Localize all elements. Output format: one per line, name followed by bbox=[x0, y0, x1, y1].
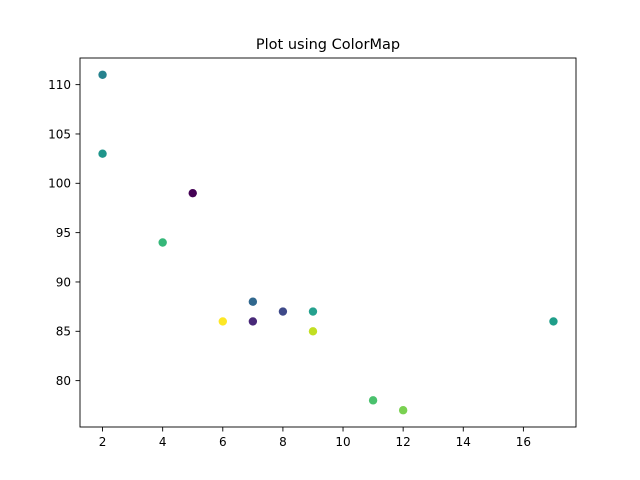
data-point bbox=[98, 70, 107, 79]
y-tick-label: 85 bbox=[56, 325, 71, 339]
data-point bbox=[308, 307, 318, 316]
y-tick-label: 110 bbox=[48, 78, 71, 92]
y-tick-label: 90 bbox=[56, 275, 71, 289]
plot-frame bbox=[79, 57, 577, 428]
data-point bbox=[248, 297, 258, 306]
y-tick-label: 95 bbox=[56, 226, 71, 240]
x-tick-label: 8 bbox=[279, 435, 287, 449]
data-point bbox=[549, 317, 558, 326]
data-point bbox=[218, 317, 227, 326]
data-point bbox=[158, 238, 167, 247]
y-tick-label: 105 bbox=[48, 127, 71, 141]
x-tick-label: 14 bbox=[456, 435, 471, 449]
data-point bbox=[188, 188, 197, 198]
x-tick-label: 6 bbox=[219, 435, 227, 449]
x-tick-label: 10 bbox=[335, 435, 350, 449]
x-tick-label: 2 bbox=[99, 435, 107, 449]
chart-title: Plot using ColorMap bbox=[256, 37, 400, 53]
data-point bbox=[278, 307, 288, 316]
chart-axes: 2 4 6 8 10 12 14 16 80 85 90 95 100 105 110 bbox=[48, 57, 577, 449]
x-tick-label: 12 bbox=[396, 435, 411, 449]
data-point bbox=[368, 396, 378, 405]
data-point bbox=[308, 327, 318, 336]
chart-marks bbox=[98, 70, 558, 415]
data-point bbox=[98, 149, 107, 158]
data-point bbox=[398, 406, 408, 415]
data-point bbox=[248, 317, 258, 326]
x-tick-label: 16 bbox=[516, 435, 531, 449]
y-tick-label: 100 bbox=[48, 177, 71, 191]
y-tick-label: 80 bbox=[56, 374, 71, 388]
x-tick-label: 4 bbox=[159, 435, 167, 449]
